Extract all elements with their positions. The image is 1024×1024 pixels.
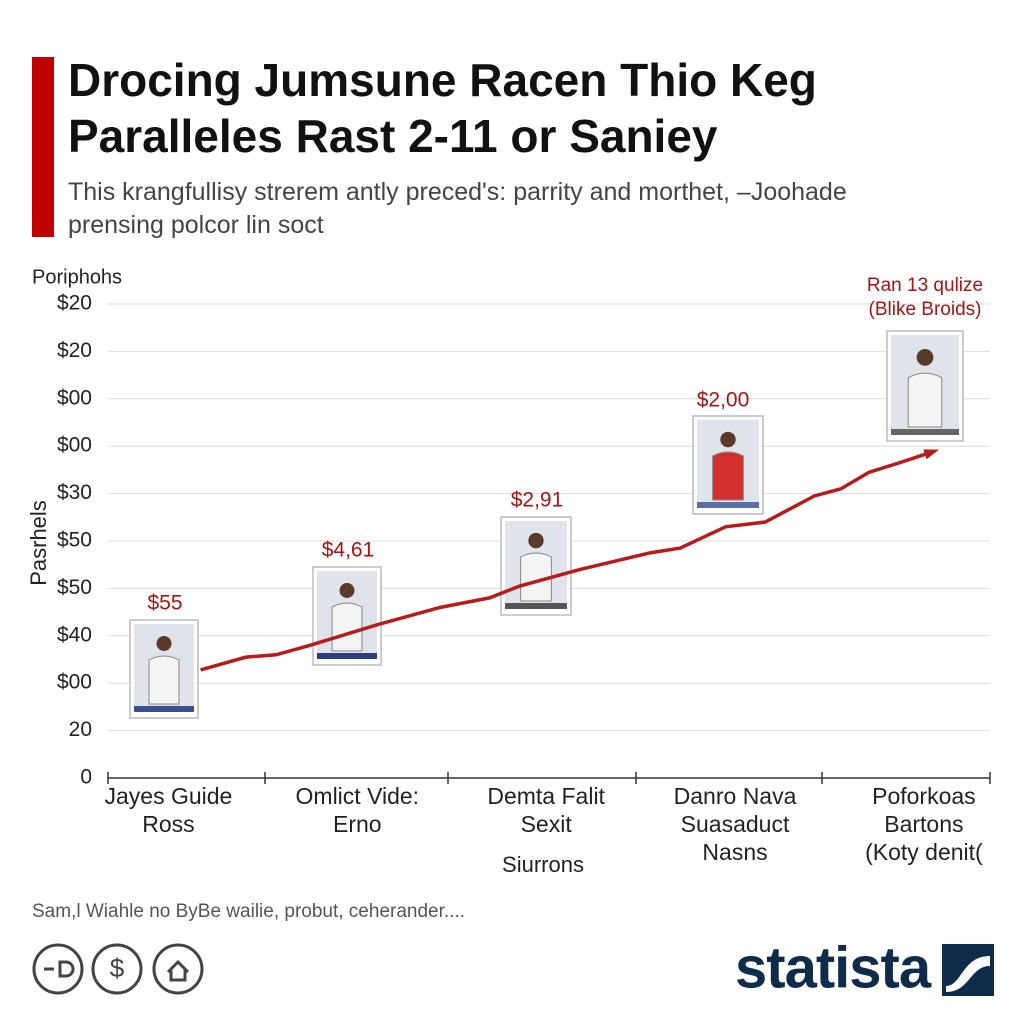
y-tick-label: $30 (57, 481, 92, 504)
y-tick-label: $20 (57, 292, 92, 315)
y-axis-title: Pasrhels (26, 500, 51, 586)
logo-mark (942, 944, 994, 996)
title: Drocing Jumsune Racen Thio Keg Parallele… (68, 54, 817, 162)
annotation: $2,91 (511, 489, 564, 512)
footer-icon: $ (110, 953, 125, 983)
card-head (528, 532, 544, 549)
y-tick-label: $20 (57, 339, 92, 362)
card-strip (505, 603, 567, 609)
card-body (331, 602, 363, 652)
card-strip (134, 706, 194, 712)
y-tick-label: $50 (57, 529, 92, 552)
x-tick-label: Poforkoas Bartons (Koty denit( (865, 783, 983, 865)
x-tick-label: Jayes Guide Ross (104, 783, 233, 837)
logo: statista (735, 935, 932, 1000)
annotation: $55 (147, 592, 182, 615)
x-tick-label: Demta Falit Sexit (487, 783, 605, 837)
card-body (148, 655, 180, 705)
player-card (692, 415, 764, 515)
x-tick-label: Danro Nava Suasaduct Nasns (673, 783, 797, 865)
annotation: $2,00 (697, 389, 750, 412)
y-tick-label: $00 (57, 671, 92, 694)
source: Sam,l Wiahle no ByBe wailie, probut, ceh… (32, 901, 465, 922)
arrow-head (923, 449, 940, 460)
card-strip (891, 429, 959, 435)
annotation: Ran 13 qulize (867, 275, 983, 296)
annotation: (Blike Broids) (869, 299, 982, 320)
y-tick-label: $40 (57, 623, 92, 646)
card-body (712, 451, 744, 501)
card-strip (697, 502, 759, 508)
annotation: $4,61 (322, 539, 375, 562)
card-body (520, 552, 552, 602)
player-card (312, 566, 382, 666)
line (200, 449, 936, 672)
card-strip (317, 653, 377, 659)
y-tick-label: 0 (80, 766, 92, 789)
footer-icons (32, 943, 204, 995)
y-tick-label: $50 (57, 576, 92, 599)
card-head (339, 583, 355, 599)
x-axis-title: Siurrons (502, 852, 584, 877)
player-card (129, 619, 199, 719)
x-axis-dividers (107, 772, 991, 784)
y-tick-label: 20 (69, 718, 92, 741)
accent-bar (32, 57, 54, 237)
card-head (916, 349, 934, 366)
y-tick-label: $00 (57, 434, 92, 457)
unit-label: Poriphohs (32, 266, 122, 288)
subtitle: This krangfullisy strerem antly preced's… (68, 178, 847, 239)
card-head (156, 636, 172, 652)
player-card (886, 330, 964, 442)
y-tick-label: $00 (57, 386, 92, 409)
x-tick-label: Omlict Vide: Erno (295, 783, 420, 837)
card-body (907, 372, 943, 428)
card-head (720, 431, 736, 448)
player-card (500, 516, 572, 616)
